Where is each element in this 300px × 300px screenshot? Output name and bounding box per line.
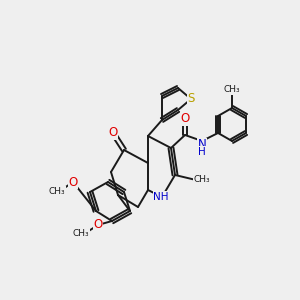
Text: CH₃: CH₃ [194, 176, 210, 184]
Text: O: O [108, 127, 118, 140]
Text: O: O [180, 112, 190, 125]
Text: O: O [93, 218, 103, 232]
Text: O: O [68, 176, 78, 188]
Text: CH₃: CH₃ [224, 85, 240, 94]
Text: S: S [187, 92, 195, 106]
Text: NH: NH [153, 192, 169, 202]
Text: CH₃: CH₃ [49, 187, 65, 196]
Text: H: H [198, 147, 206, 157]
Text: N: N [198, 139, 206, 152]
Text: CH₃: CH₃ [73, 230, 89, 238]
